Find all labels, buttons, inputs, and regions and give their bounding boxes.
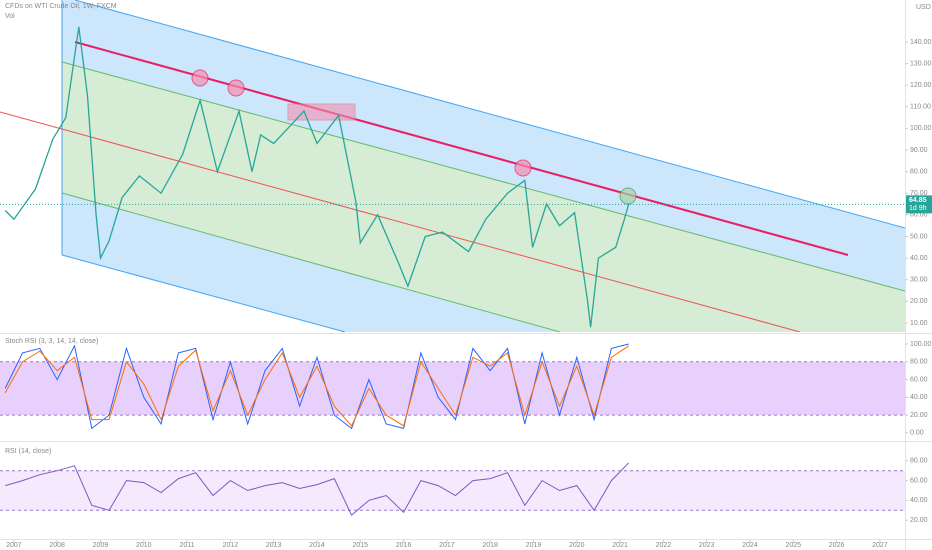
y-tick-label: 60.00 (910, 212, 928, 219)
y-tick-label: 110.00 (910, 104, 931, 111)
channel-line (61, 254, 346, 332)
series-line (5, 462, 630, 517)
y-tick-label: 20.00 (910, 412, 928, 419)
y-tick-label: 100.00 (910, 341, 932, 348)
x-tick-label: 2016 (396, 542, 412, 549)
x-tick-label: 2008 (49, 542, 65, 549)
drawings (0, 0, 905, 332)
y-tick-label: 130.00 (910, 60, 932, 67)
channel-inner-fill (62, 62, 905, 332)
y-tick-label: 0.00 (910, 430, 924, 437)
series-line (4, 345, 629, 427)
y-tick-label: 50.00 (910, 233, 928, 240)
y-tick-label: 100.00 (910, 125, 932, 132)
y-tick-label: 30.00 (910, 277, 928, 284)
marker-circle (514, 159, 532, 177)
x-tick-label: 2020 (569, 542, 585, 549)
x-tick-label: 2022 (656, 542, 672, 549)
y-tick-label: 20.00 (910, 517, 928, 524)
x-tick-label: 2013 (266, 542, 282, 549)
indicator-title: Stoch RSI (3, 3, 14, 14, close) (5, 338, 98, 345)
y-tick-label: 80.00 (910, 168, 928, 175)
last-price-box (906, 195, 932, 214)
marker-circle (619, 187, 637, 205)
y-tick-label: 90.00 (910, 147, 928, 154)
x-tick-label: 2023 (699, 542, 715, 549)
y-tick-label: 140.00 (910, 39, 932, 46)
series-group (4, 26, 630, 328)
x-tick-label: 2021 (612, 542, 628, 549)
x-tick-label: 2007 (6, 542, 22, 549)
marker-circle (191, 69, 209, 87)
currency-label: USD (916, 4, 931, 11)
y-tick-label: 80.00 (910, 458, 928, 465)
series-line (4, 26, 630, 328)
band-fill (0, 470, 905, 511)
x-tick-label: 2017 (439, 542, 455, 549)
channel-line (61, 61, 905, 292)
y-tick-label: 60.00 (910, 477, 928, 484)
y-tick-label: 120.00 (910, 82, 932, 89)
x-tick-label: 2010 (136, 542, 152, 549)
countdown-label: 1d 9h (909, 205, 927, 212)
y-tick-label: 60.00 (910, 376, 928, 383)
y-tick-label: 40.00 (910, 394, 928, 401)
channel-line (74, 0, 905, 229)
series-line (4, 343, 629, 430)
x-tick-label: 2025 (785, 542, 801, 549)
y-tick-label: 70.00 (910, 190, 928, 197)
marker-circle (227, 79, 245, 97)
volume-label: Vol (5, 13, 15, 20)
y-tick-label: 20.00 (910, 298, 928, 305)
x-tick-label: 2018 (482, 542, 498, 549)
y-tick-label: 80.00 (910, 359, 928, 366)
x-tick-label: 2011 (180, 542, 195, 549)
series-group (5, 462, 630, 517)
x-tick-label: 2012 (223, 542, 239, 549)
indicator-title: RSI (14, close) (5, 448, 51, 455)
regression-line (0, 111, 801, 332)
last-price-label: 64.85 (909, 197, 927, 204)
x-tick-label: 2024 (742, 542, 758, 549)
chart-title: CFDs on WTI Crude Oil, 1W, FXCM (5, 3, 117, 10)
x-tick-label: 2019 (526, 542, 542, 549)
y-tick-label: 40.00 (910, 255, 928, 262)
x-tick-label: 2014 (309, 542, 325, 549)
y-tick-label: 40.00 (910, 497, 928, 504)
series-group (4, 343, 629, 430)
x-tick-label: 2026 (829, 542, 845, 549)
channel-line (61, 192, 561, 332)
band-fill (0, 361, 905, 416)
x-tick-label: 2015 (352, 542, 368, 549)
y-tick-label: 10.00 (910, 320, 928, 327)
x-tick-label: 2009 (93, 542, 109, 549)
x-tick-label: 2027 (872, 542, 888, 549)
